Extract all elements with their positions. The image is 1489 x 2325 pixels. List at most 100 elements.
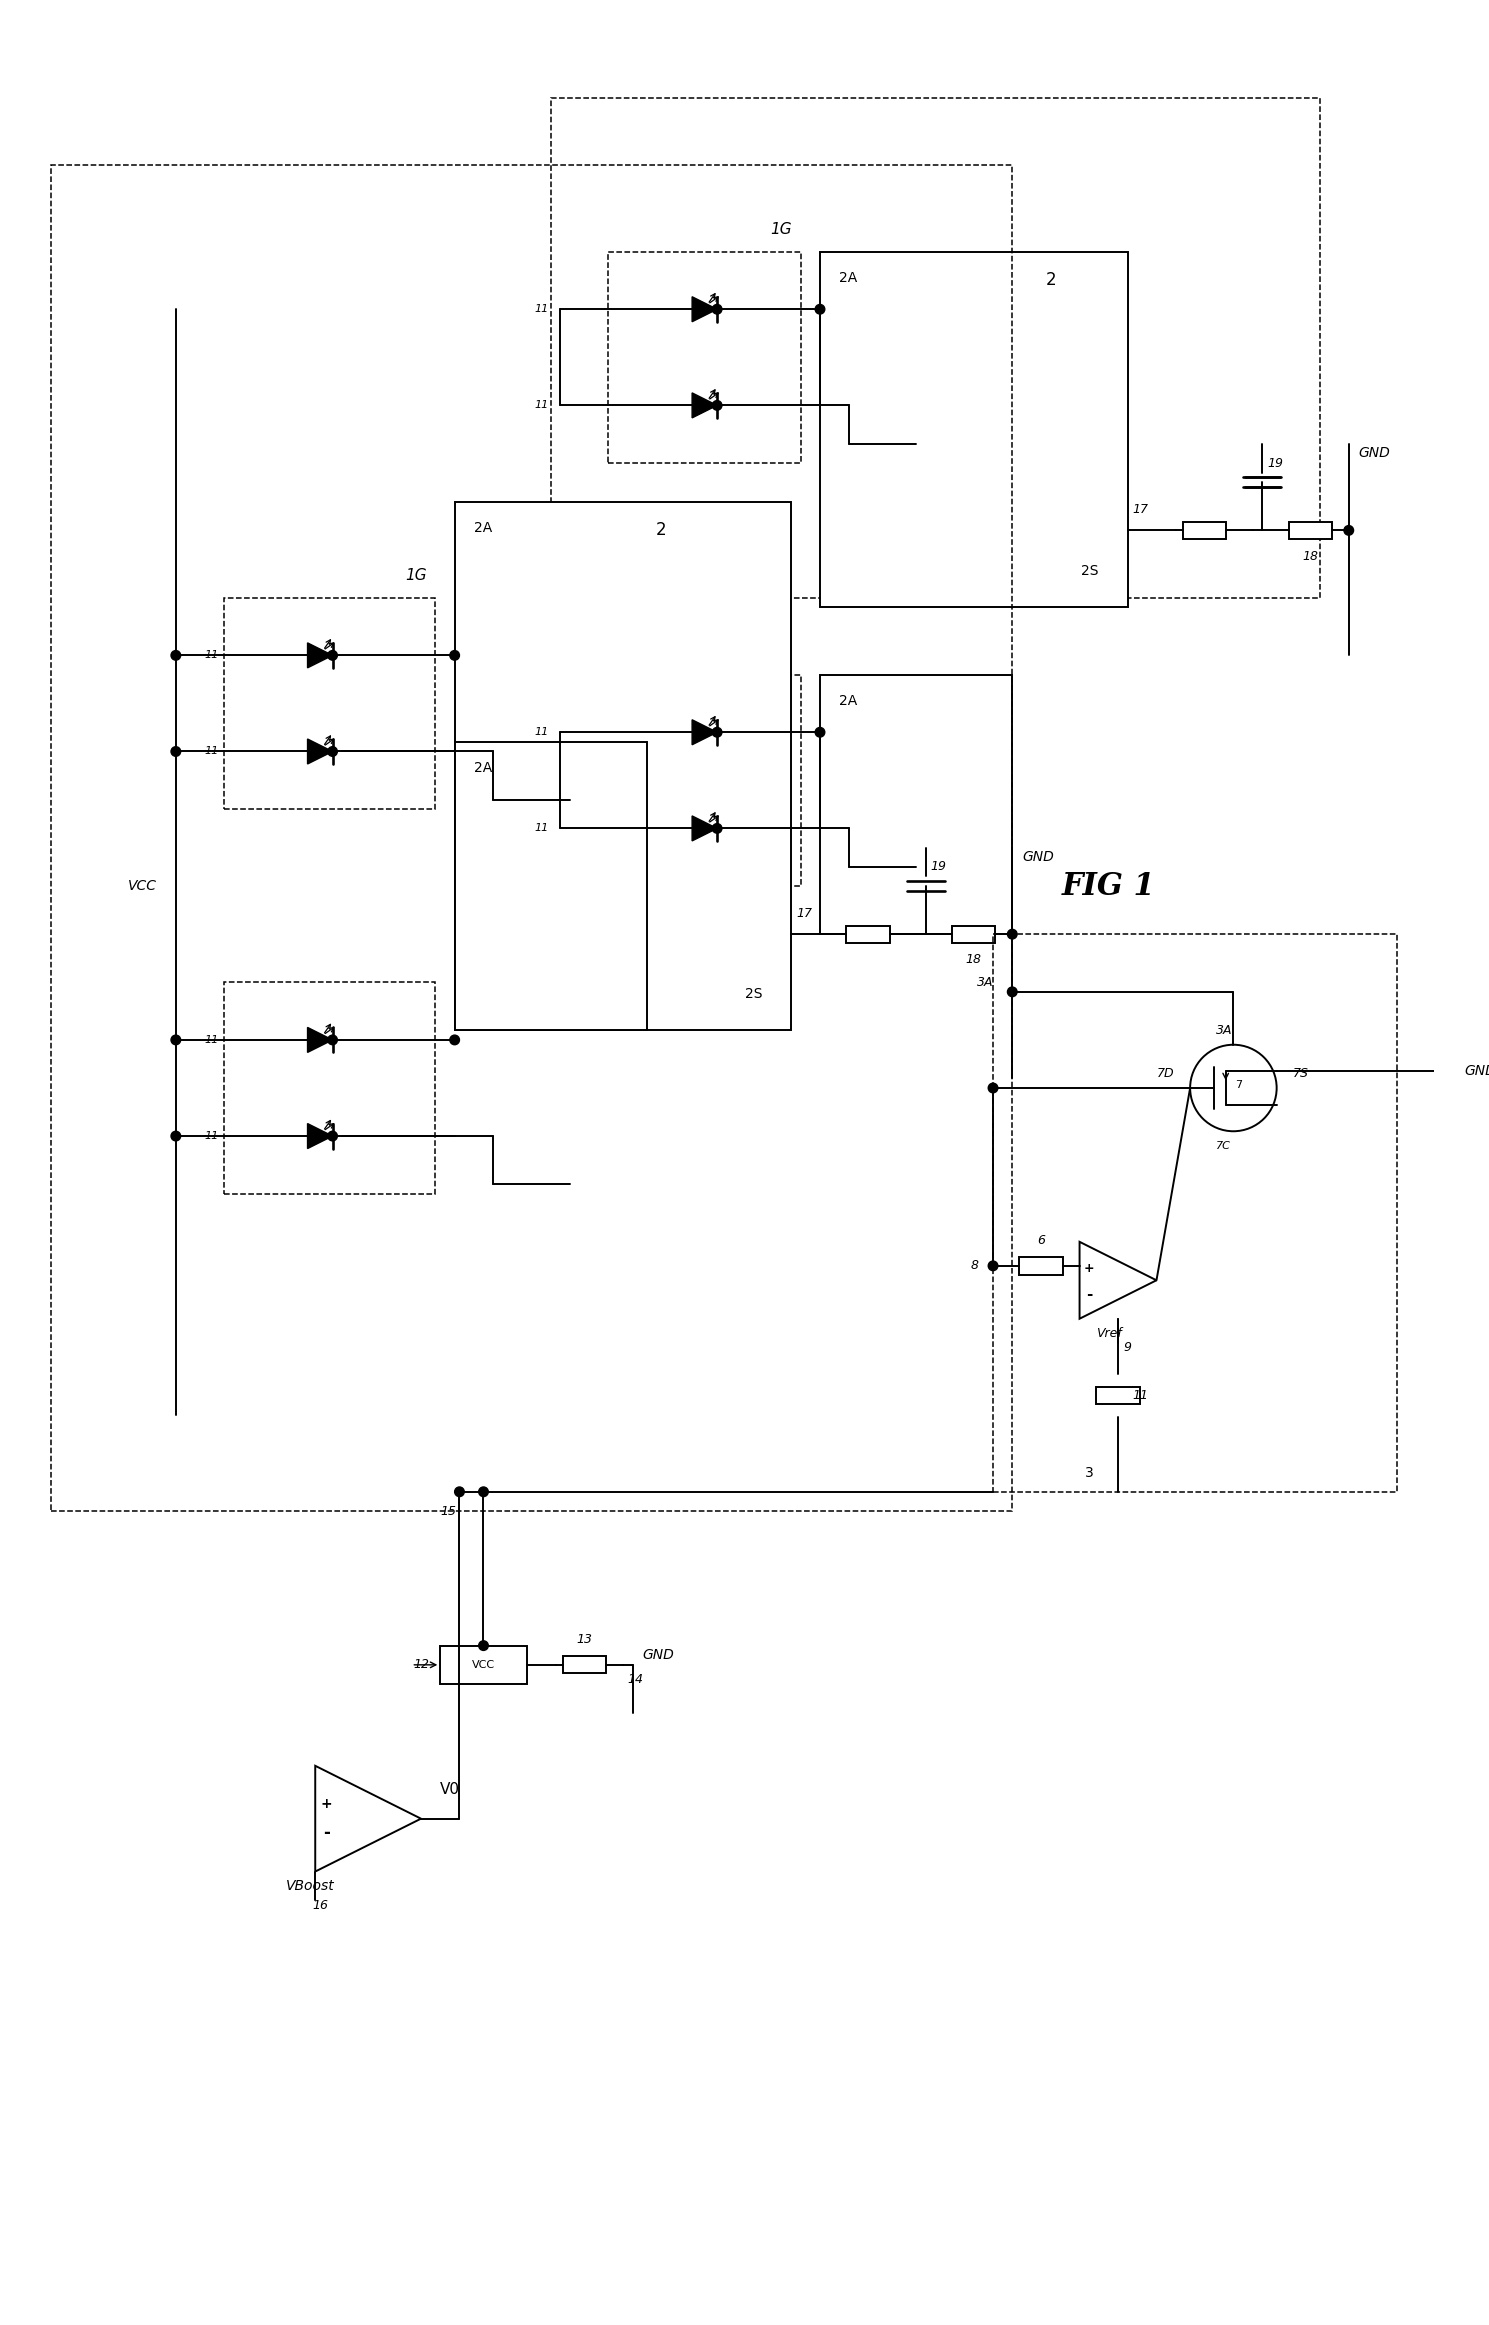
Text: 2A: 2A	[474, 521, 493, 535]
Bar	[846, 925, 890, 944]
Text: GND: GND	[642, 1648, 675, 1662]
Polygon shape	[692, 816, 718, 842]
Text: 19: 19	[1267, 456, 1284, 470]
Text: 11: 11	[1133, 1388, 1148, 1402]
Text: 15: 15	[441, 1504, 456, 1518]
Text: 7: 7	[1234, 1081, 1242, 1090]
Bar	[454, 502, 791, 1030]
Text: -: -	[1085, 1288, 1093, 1302]
Bar	[1182, 521, 1225, 539]
Bar	[551, 98, 1319, 598]
Circle shape	[171, 1132, 180, 1142]
Circle shape	[712, 728, 722, 737]
Text: 3A: 3A	[1215, 1023, 1231, 1037]
Text: 2A: 2A	[474, 760, 493, 774]
Bar	[951, 925, 996, 944]
Circle shape	[814, 305, 825, 314]
Text: 11: 11	[205, 1035, 219, 1044]
Text: VCC: VCC	[472, 1660, 494, 1669]
Text: 14: 14	[628, 1672, 643, 1686]
Circle shape	[814, 728, 825, 737]
Text: 2A: 2A	[840, 693, 858, 707]
Text: 2: 2	[657, 521, 667, 539]
Text: 3: 3	[1085, 1465, 1093, 1479]
Circle shape	[328, 1132, 338, 1142]
Bar	[563, 1655, 606, 1674]
Circle shape	[171, 746, 180, 756]
Bar	[223, 981, 435, 1193]
Text: 9: 9	[1124, 1342, 1132, 1353]
Bar	[820, 674, 1013, 935]
Text: 11: 11	[205, 746, 219, 756]
Polygon shape	[308, 642, 332, 667]
Bar	[441, 1646, 527, 1683]
Text: 2: 2	[1045, 270, 1056, 288]
Bar	[609, 674, 801, 886]
Polygon shape	[308, 1028, 332, 1053]
Circle shape	[478, 1641, 488, 1651]
Text: 12: 12	[412, 1658, 429, 1672]
Circle shape	[989, 1260, 998, 1272]
Polygon shape	[308, 1123, 332, 1149]
Bar	[1096, 1388, 1139, 1404]
Circle shape	[989, 1083, 998, 1093]
Bar	[993, 935, 1397, 1493]
Bar	[609, 251, 801, 463]
Text: Vref: Vref	[1096, 1328, 1121, 1339]
Text: 7S: 7S	[1292, 1067, 1309, 1081]
Circle shape	[1008, 930, 1017, 939]
Text: 1G: 1G	[405, 567, 427, 584]
Text: GND: GND	[1358, 446, 1391, 460]
Circle shape	[1345, 525, 1354, 535]
Circle shape	[454, 1488, 465, 1497]
Circle shape	[712, 400, 722, 409]
Circle shape	[328, 1035, 338, 1044]
Text: +: +	[1084, 1262, 1094, 1274]
Circle shape	[712, 823, 722, 832]
Text: 2S: 2S	[744, 988, 762, 1002]
Text: 17: 17	[797, 907, 812, 921]
Bar	[820, 251, 1127, 607]
Circle shape	[328, 746, 338, 756]
Bar	[454, 742, 646, 1030]
Text: 11: 11	[535, 305, 548, 314]
Polygon shape	[308, 739, 332, 765]
Text: 7C: 7C	[1217, 1142, 1231, 1151]
Text: 19: 19	[931, 860, 947, 874]
Text: 2S: 2S	[1081, 565, 1099, 579]
Text: 11: 11	[535, 823, 548, 832]
Polygon shape	[692, 393, 718, 418]
Text: V0: V0	[441, 1783, 460, 1797]
Circle shape	[171, 651, 180, 660]
Text: 6: 6	[1038, 1235, 1045, 1246]
Text: 1G: 1G	[771, 223, 792, 237]
Text: 18: 18	[1303, 549, 1318, 563]
Bar	[51, 165, 1013, 1511]
Text: 11: 11	[535, 400, 548, 412]
Text: 11: 11	[205, 651, 219, 660]
Text: 13: 13	[576, 1632, 593, 1646]
Text: VCC: VCC	[128, 879, 156, 893]
Bar	[1288, 521, 1333, 539]
Bar	[1020, 1258, 1063, 1274]
Text: 3A: 3A	[977, 976, 993, 988]
Text: 7D: 7D	[1157, 1067, 1175, 1081]
Text: GND: GND	[1021, 851, 1054, 865]
Text: 11: 11	[205, 1130, 219, 1142]
Circle shape	[450, 651, 460, 660]
Circle shape	[171, 1035, 180, 1044]
Polygon shape	[692, 298, 718, 321]
Circle shape	[328, 651, 338, 660]
Text: 16: 16	[313, 1900, 328, 1911]
Text: VBoost: VBoost	[286, 1879, 335, 1893]
Text: FIG 1: FIG 1	[1062, 870, 1155, 902]
Circle shape	[712, 305, 722, 314]
Circle shape	[1008, 988, 1017, 997]
Text: 18: 18	[966, 953, 981, 967]
Text: 2A: 2A	[840, 270, 858, 284]
Text: 11: 11	[535, 728, 548, 737]
Text: +: +	[322, 1797, 332, 1811]
Bar	[223, 598, 435, 809]
Polygon shape	[692, 721, 718, 744]
Circle shape	[478, 1488, 488, 1497]
